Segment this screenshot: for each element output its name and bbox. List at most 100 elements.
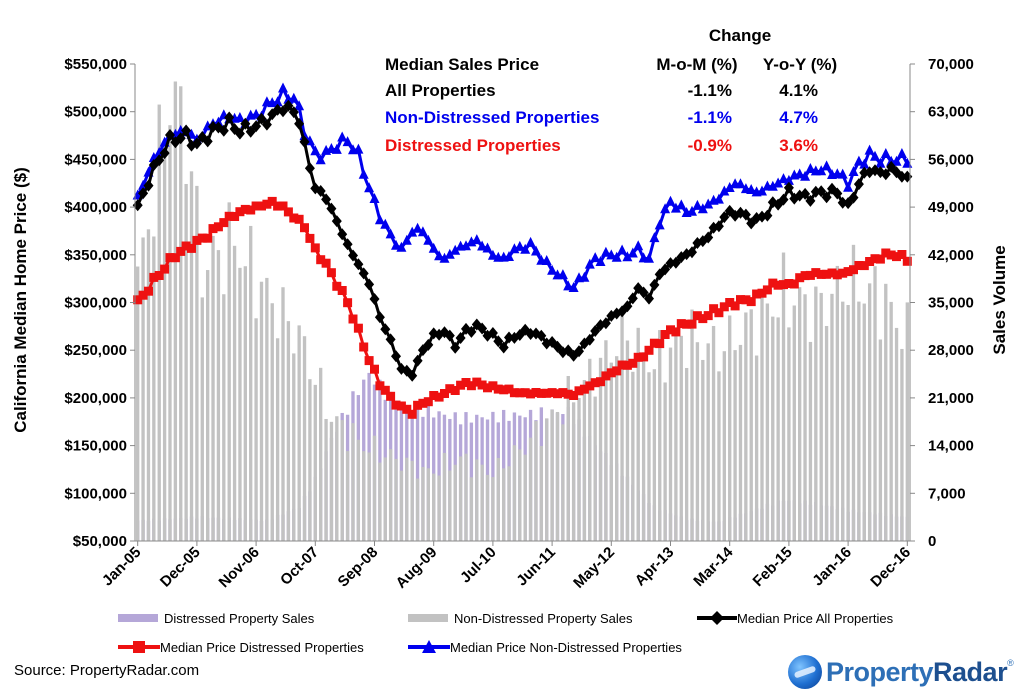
bar-non-distressed: [706, 343, 710, 541]
marker-diamond: [644, 292, 654, 305]
marker-square: [300, 223, 309, 233]
legend-label: Median Price Distressed Properties: [160, 640, 364, 655]
marker-triangle: [310, 145, 321, 156]
marker-diamond: [159, 147, 170, 160]
marker-triangle: [843, 181, 854, 192]
bar-non-distressed: [588, 358, 592, 541]
marker-square: [396, 401, 406, 411]
x-tick-label: Aug-09: [393, 544, 441, 592]
y-tick-label-right: 21,000: [928, 390, 974, 407]
marker-triangle: [853, 155, 864, 166]
row-mom: -1.1%: [688, 81, 732, 100]
marker-triangle: [670, 202, 681, 213]
marker-diamond: [660, 263, 671, 276]
bar-non-distressed: [701, 359, 705, 541]
bar-non-distressed: [555, 411, 560, 541]
y-tick-label-left: $450,000: [64, 151, 127, 168]
marker-diamond: [304, 162, 315, 175]
row-yoy: 3.6%: [779, 136, 818, 155]
marker-triangle: [294, 100, 305, 111]
marker-square: [138, 290, 148, 300]
bar-non-distressed: [528, 437, 533, 541]
marker-square: [348, 314, 358, 324]
marker-square: [208, 224, 218, 234]
marker-diamond: [498, 341, 509, 354]
bar-non-distressed: [302, 336, 307, 541]
y-tick-label-left: $150,000: [64, 438, 127, 455]
marker-square: [219, 218, 229, 228]
y-tick-label-right: 56,000: [928, 151, 974, 168]
marker-triangle: [891, 155, 902, 166]
marker-square: [622, 360, 632, 370]
marker-square: [854, 261, 864, 270]
marker-diamond: [805, 194, 816, 207]
bar-non-distressed: [383, 457, 387, 541]
row-mom: -0.9%: [688, 136, 732, 155]
marker-triangle: [234, 112, 245, 122]
marker-square: [407, 409, 417, 419]
marker-square: [547, 388, 557, 398]
marker-square: [800, 271, 810, 281]
marker-square: [897, 250, 907, 259]
bar-non-distressed: [765, 303, 770, 541]
marker-square: [499, 385, 509, 395]
marker-triangle: [439, 252, 450, 263]
bar-non-distressed: [356, 439, 361, 541]
bar-non-distressed: [448, 470, 452, 541]
bar-non-distressed: [857, 301, 861, 541]
bar-non-distressed: [641, 352, 646, 541]
marker-diamond: [837, 196, 848, 209]
bar-non-distressed: [846, 305, 850, 541]
marker-square: [687, 319, 697, 329]
marker-square: [655, 339, 665, 349]
bar-non-distressed: [539, 445, 544, 541]
marker-diamond: [218, 124, 229, 137]
bar-non-distressed: [776, 317, 780, 541]
marker-triangle: [757, 185, 767, 196]
marker-triangle: [622, 251, 633, 262]
legend-label: Distressed Property Sales: [164, 611, 315, 626]
bar-non-distressed: [458, 456, 463, 541]
source-note: Source: PropertyRadar.com: [14, 662, 200, 679]
marker-square: [526, 389, 536, 399]
y-tick-label-right: 63,000: [928, 104, 974, 121]
marker-diamond: [202, 135, 213, 148]
bar-non-distressed: [582, 380, 587, 541]
marker-diamond: [240, 117, 251, 130]
marker-square: [192, 235, 202, 245]
marker-square: [251, 201, 261, 211]
bar-non-distressed: [432, 473, 436, 541]
marker-triangle: [773, 177, 784, 188]
marker-triangle: [417, 226, 428, 237]
x-tick-label: Nov-06: [216, 544, 263, 591]
bar-non-distressed: [205, 270, 210, 541]
marker-square: [542, 388, 552, 398]
change-col-yoy: Y-o-Y (%): [763, 55, 837, 74]
marker-diamond: [181, 124, 192, 137]
bar-non-distressed: [286, 321, 291, 541]
marker-diamond: [455, 332, 466, 344]
bar-non-distressed: [803, 294, 807, 541]
marker-triangle: [703, 198, 714, 209]
marker-triangle: [504, 251, 514, 261]
marker-square: [892, 252, 901, 262]
bar-non-distressed: [900, 348, 904, 541]
bar-non-distressed: [566, 376, 570, 541]
legend-label: Median Price All Properties: [737, 611, 894, 626]
marker-triangle: [870, 150, 880, 161]
bar-non-distressed: [189, 171, 194, 541]
marker-square: [531, 388, 541, 397]
marker-square: [343, 298, 353, 308]
bar-non-distressed: [824, 325, 829, 541]
marker-square: [364, 356, 374, 366]
bar-non-distressed: [415, 478, 420, 541]
y-tick-label-left: $250,000: [64, 342, 127, 359]
y-tick-label-right: 0: [928, 533, 936, 550]
bar-non-distressed: [335, 416, 339, 541]
marker-square: [752, 289, 762, 299]
marker-square: [870, 254, 880, 264]
marker-square: [709, 304, 719, 314]
marker-triangle: [880, 148, 891, 158]
marker-square: [456, 380, 466, 390]
